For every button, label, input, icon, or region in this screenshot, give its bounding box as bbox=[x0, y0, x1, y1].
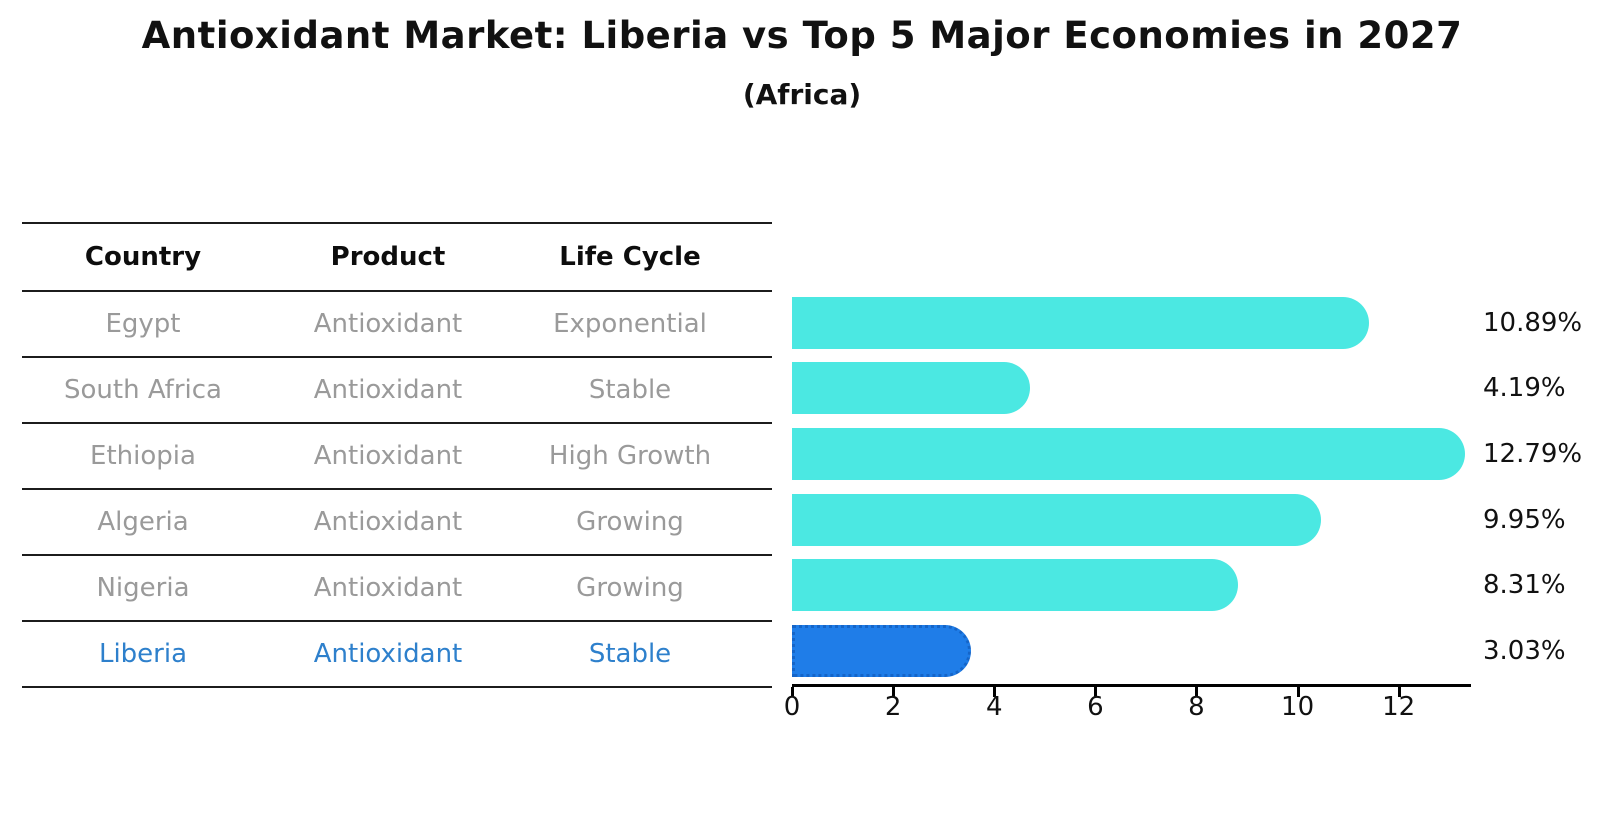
x-axis-tick-0 bbox=[791, 687, 794, 697]
value-label-egypt: 10.89% bbox=[1483, 307, 1583, 338]
x-axis-tick-12 bbox=[1397, 687, 1401, 697]
bar-chart-plot-area: 0 2 4 6 8 10 12 bbox=[784, 290, 1471, 722]
table-row-south-africa: South Africa Antioxidant Stable bbox=[22, 358, 772, 424]
bar-nigeria bbox=[792, 559, 1239, 612]
bar-egypt bbox=[792, 296, 1369, 349]
cell-life-cycle: Stable bbox=[588, 375, 672, 405]
cell-product: Antioxidant bbox=[313, 441, 463, 471]
x-axis-label-0: 0 bbox=[783, 692, 801, 722]
chart-subtitle: (Africa) bbox=[742, 78, 862, 111]
cell-country: Algeria bbox=[97, 507, 189, 537]
table-row-ethiopia: Ethiopia Antioxidant High Growth bbox=[22, 424, 772, 490]
cell-life-cycle: Exponential bbox=[553, 309, 707, 339]
x-axis-label-4: 4 bbox=[985, 692, 1003, 722]
cell-country: Ethiopia bbox=[90, 441, 196, 471]
cell-country: South Africa bbox=[64, 375, 222, 405]
header-product: Product bbox=[330, 242, 446, 272]
value-label-ethiopia: 12.79% bbox=[1483, 439, 1583, 469]
cell-product: Antioxidant bbox=[313, 507, 463, 537]
x-axis-tick-6 bbox=[1094, 687, 1098, 697]
x-axis-tick-8 bbox=[1195, 687, 1199, 697]
chart-title: Antioxidant Market: Liberia vs Top 5 Maj… bbox=[141, 14, 1463, 57]
cell-product: Antioxidant bbox=[313, 309, 463, 339]
x-axis-label-10: 10 bbox=[1281, 692, 1315, 722]
bar-ethiopia bbox=[792, 428, 1465, 480]
table-header-row: Country Product Life Cycle bbox=[22, 222, 772, 292]
table-row-algeria: Algeria Antioxidant Growing bbox=[22, 490, 772, 556]
x-axis-tick-2 bbox=[892, 687, 896, 697]
bar-liberia bbox=[792, 624, 972, 677]
cell-life-cycle: Stable bbox=[588, 639, 672, 669]
country-table: Country Product Life Cycle Egypt Antioxid… bbox=[22, 222, 772, 688]
cell-country: Nigeria bbox=[96, 573, 190, 603]
bar-algeria bbox=[792, 493, 1322, 546]
value-label-liberia: 3.03% bbox=[1483, 635, 1566, 666]
cell-life-cycle: Growing bbox=[576, 573, 684, 603]
cell-product: Antioxidant bbox=[313, 573, 463, 603]
header-life-cycle: Life Cycle bbox=[559, 242, 701, 272]
x-axis-label-12: 12 bbox=[1382, 692, 1416, 722]
cell-life-cycle: Growing bbox=[576, 507, 684, 537]
value-label-algeria: 9.95% bbox=[1483, 504, 1566, 535]
table-body: Egypt Antioxidant Exponential South Africa A… bbox=[22, 292, 772, 688]
value-label-south-africa: 4.19% bbox=[1483, 373, 1566, 404]
header-country: Country bbox=[84, 242, 202, 272]
cell-product: Antioxidant bbox=[313, 639, 463, 669]
bar-south-africa bbox=[792, 362, 1030, 415]
x-axis-label-2: 2 bbox=[884, 692, 902, 722]
cell-product: Antioxidant bbox=[313, 375, 463, 405]
table-row-liberia: Liberia Antioxidant Stable bbox=[22, 622, 772, 688]
x-axis-tick-4 bbox=[993, 687, 997, 697]
x-axis-tick-10 bbox=[1296, 687, 1300, 697]
value-label-nigeria: 8.31% bbox=[1483, 570, 1566, 601]
cell-country: Liberia bbox=[98, 639, 188, 669]
x-axis-label-6: 6 bbox=[1087, 692, 1104, 722]
cell-life-cycle: High Growth bbox=[548, 441, 712, 471]
x-axis-label-8: 8 bbox=[1188, 692, 1205, 722]
table-row-nigeria: Nigeria Antioxidant Growing bbox=[22, 556, 772, 622]
table-row-egypt: Egypt Antioxidant Exponential bbox=[22, 292, 772, 358]
cell-country: Egypt bbox=[105, 309, 181, 339]
